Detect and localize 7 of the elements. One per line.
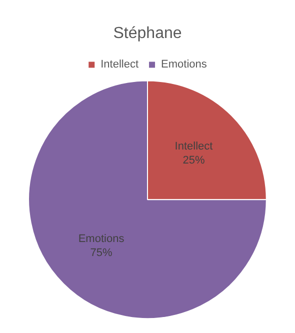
legend-label: Emotions bbox=[161, 58, 208, 71]
slice-label: Intellect bbox=[174, 140, 213, 152]
data-label: 75% bbox=[90, 246, 112, 259]
slice-label: Emotions bbox=[78, 232, 125, 245]
data-label: 25% bbox=[182, 154, 205, 166]
legend-label: Intellect bbox=[100, 58, 139, 71]
chart-title: Stéphane bbox=[113, 25, 182, 42]
